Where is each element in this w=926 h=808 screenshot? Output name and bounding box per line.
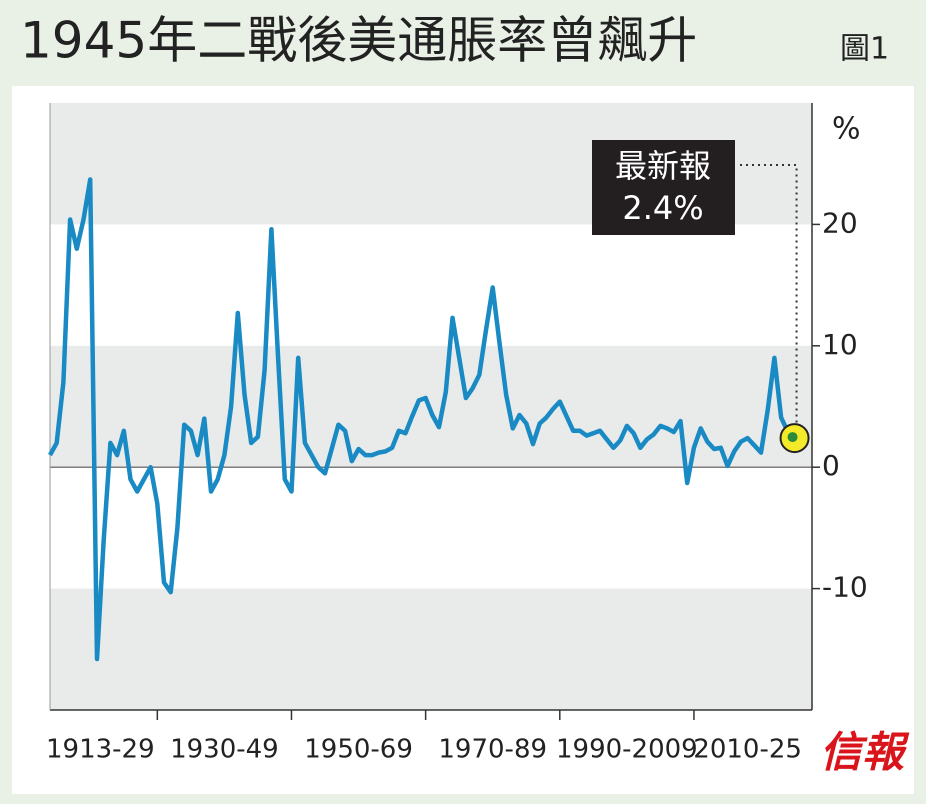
- chart-title: 1945年二戰後美通脹率曾飆升: [20, 12, 697, 70]
- y-tick-label: 20: [822, 206, 858, 239]
- plot: -10 0 10 20 1913-29 1930-49 1950-69 1970-89 1990…: [46, 103, 868, 765]
- annotation-box: [592, 140, 735, 235]
- leader-line: [740, 164, 798, 425]
- line: [48, 177, 797, 662]
- y-tick-label: 0: [822, 449, 840, 482]
- annotation-value: 2.4%: [622, 189, 703, 227]
- source-logo: 信報: [820, 728, 910, 777]
- figure-label: 圖1: [840, 32, 889, 67]
- latest-dot: [787, 432, 798, 443]
- x-tick-label: 1990-2009: [556, 735, 698, 765]
- x-tick-label: 1930-49: [170, 735, 279, 765]
- x-tick-label: 1950-69: [304, 735, 413, 765]
- y-tick-label: -10: [822, 571, 868, 604]
- y-unit: %: [832, 112, 861, 147]
- x-tick-label: 2010-25: [693, 735, 802, 765]
- x-tick-label: 1913-29: [46, 735, 155, 765]
- band: [50, 588, 812, 710]
- y-tick-label: 10: [822, 328, 858, 361]
- annotation-title: 最新報: [615, 147, 711, 185]
- x-tick-label: 1970-89: [438, 735, 547, 765]
